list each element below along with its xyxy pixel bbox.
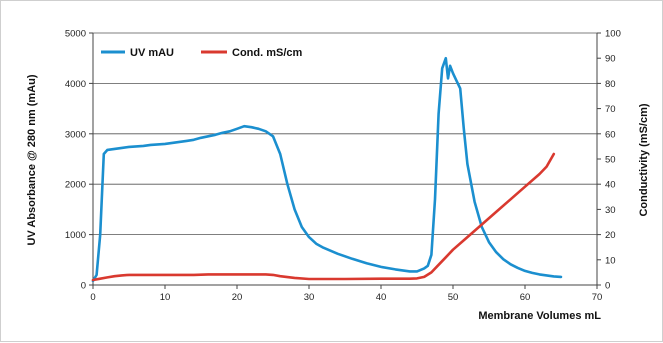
right-y-tick-label: 70 [605,104,616,115]
x-tick-label: 30 [304,292,315,303]
legend-label-uv: UV mAU [130,47,174,59]
right-y-tick-label: 80 [605,79,616,90]
x-tick-label: 0 [90,292,95,303]
left-y-axis-title: UV Absorbance @ 280 nm (mAu) [26,74,38,245]
series-lines [91,56,563,283]
x-axis-title: Membrane Volumes mL [478,310,601,322]
axes [92,33,598,286]
legend-label-conductivity: Cond. mS/cm [232,47,303,59]
conductivity-series-line [91,152,556,282]
right-y-tick-label: 90 [605,54,616,65]
right-y-tick-label: 50 [605,155,616,166]
legend: UV mAU Cond. mS/cm [101,47,303,59]
x-tick-label: 10 [160,292,171,303]
left-y-tick-label: 5000 [65,29,86,40]
right-y-tick-label: 60 [605,129,616,140]
x-tick-label: 50 [448,292,459,303]
left-y-tick-label: 3000 [65,129,86,140]
right-y-tick-label: 100 [605,29,621,40]
left-y-tick-label: 2000 [65,180,86,191]
uv-series-points [93,58,561,281]
x-axis-ticks: 0 10 20 30 40 50 60 70 [90,285,602,303]
x-tick-label: 70 [592,292,603,303]
uv-series-line [91,56,563,283]
right-y-tick-label: 0 [605,281,610,292]
conductivity-series-points [93,154,554,280]
left-y-tick-label: 1000 [65,230,86,241]
right-y-tick-label: 10 [605,255,616,266]
x-tick-label: 40 [376,292,387,303]
right-y-tick-label: 30 [605,205,616,216]
left-y-axis-ticks: 0 1000 2000 3000 4000 5000 [65,29,93,292]
right-y-axis-title: Conductivity (mS/cm) [638,103,650,216]
x-tick-label: 60 [520,292,531,303]
gridlines [93,32,597,236]
right-y-axis-ticks: 0 10 20 30 40 50 60 70 80 90 100 [597,29,621,292]
right-y-tick-label: 40 [605,180,616,191]
right-y-tick-label: 20 [605,230,616,241]
x-tick-label: 20 [232,292,243,303]
left-y-tick-label: 0 [81,281,86,292]
left-y-tick-label: 4000 [65,79,86,90]
